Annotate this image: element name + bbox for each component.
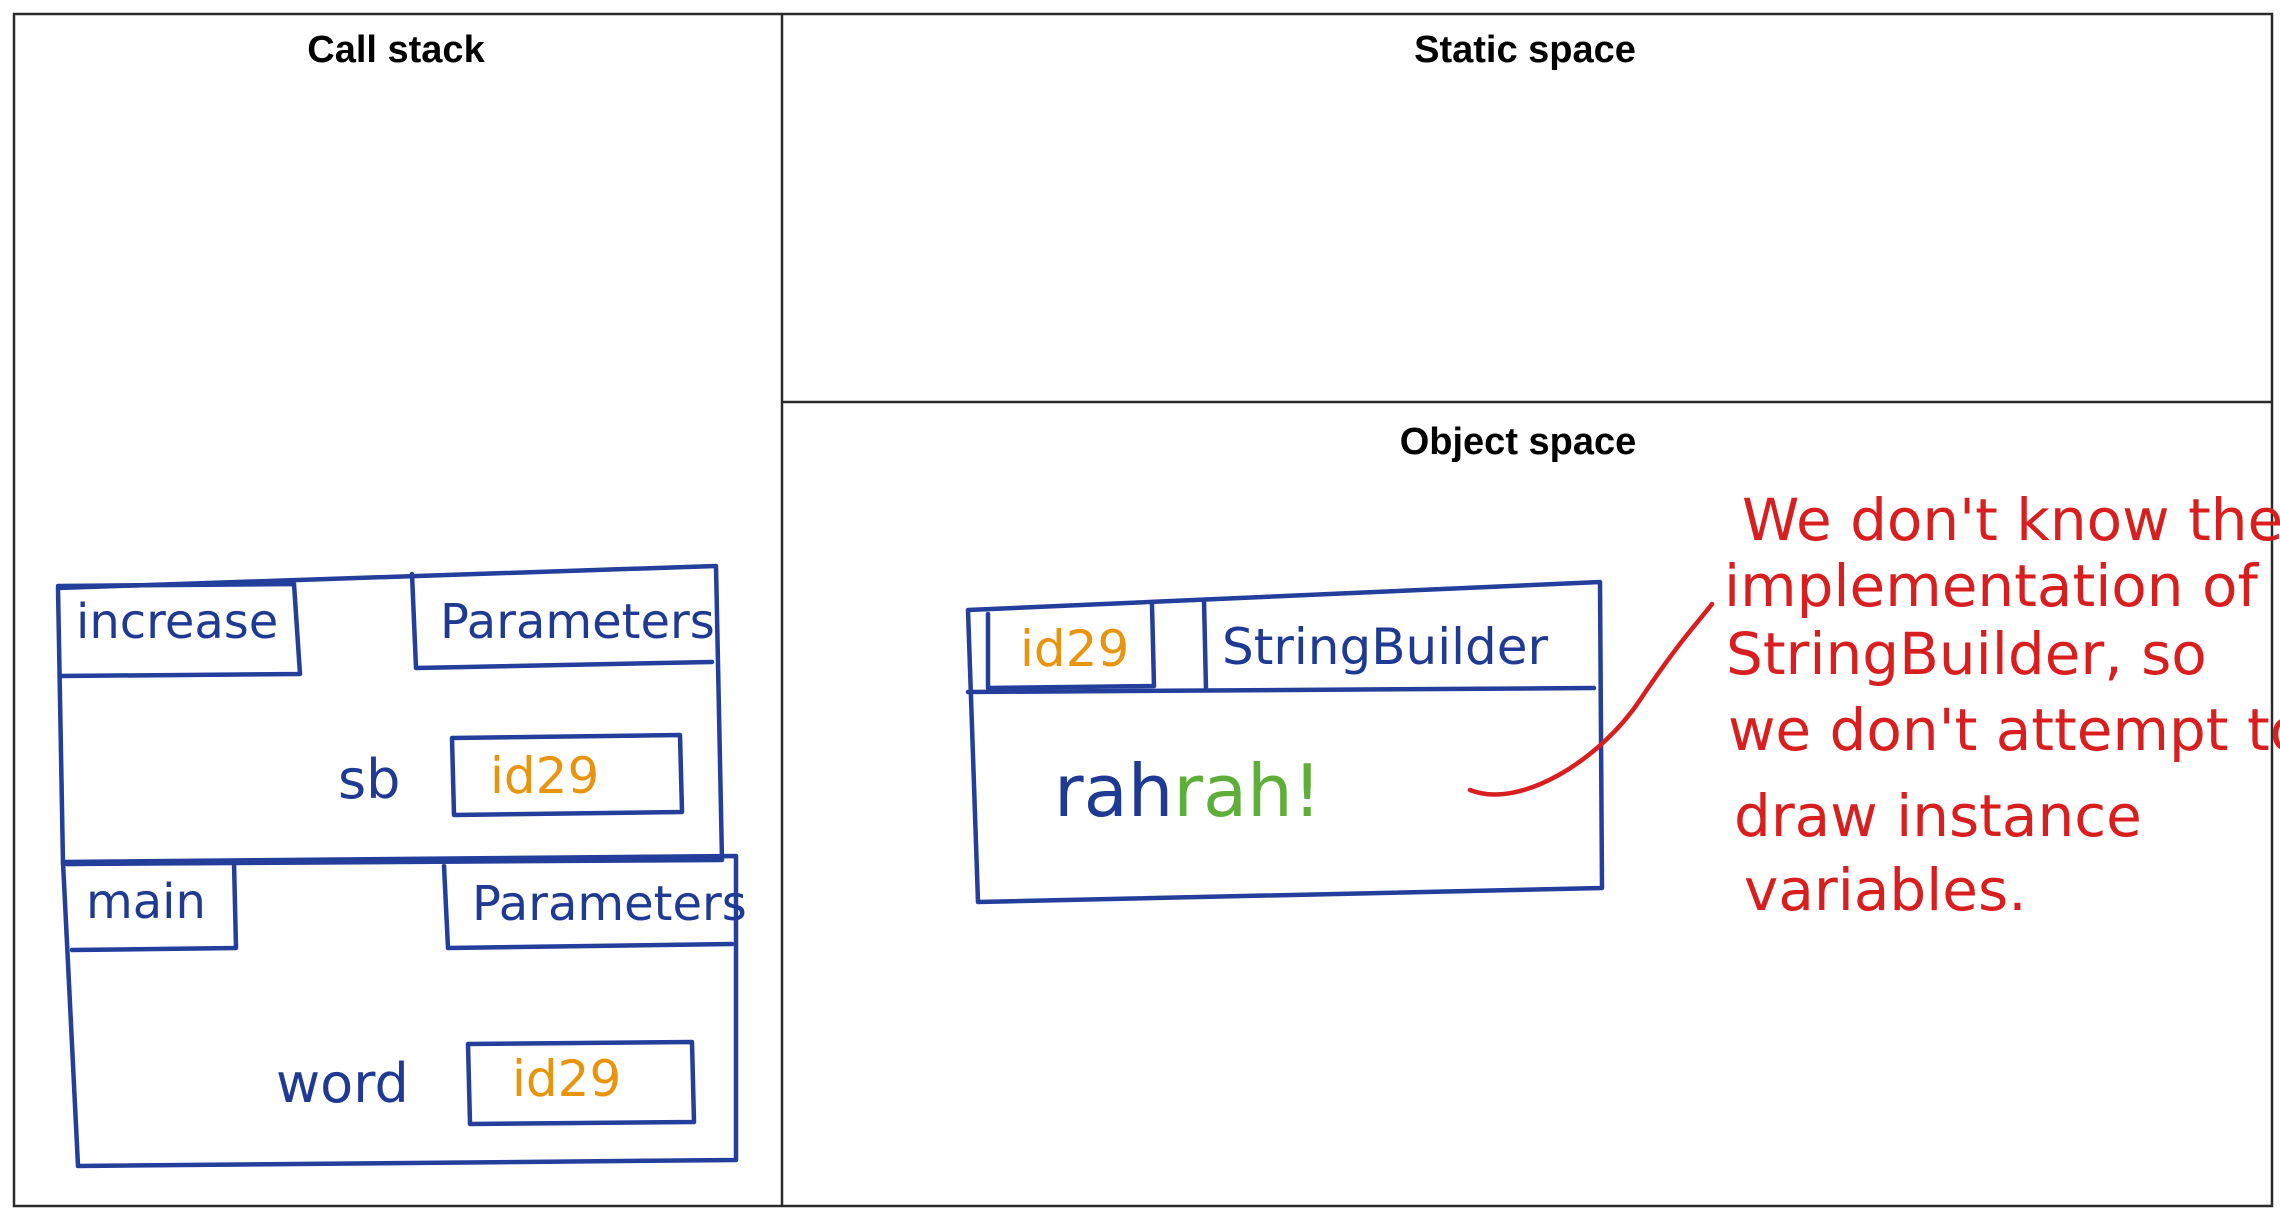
object-id-tab — [985, 601, 1157, 691]
params-label: Parameters — [440, 594, 715, 650]
value-box — [449, 732, 685, 818]
variable-value: id29 — [490, 747, 599, 805]
variable-value: id29 — [512, 1050, 621, 1108]
value-box — [465, 1039, 697, 1127]
contents-part-2: rah — [1173, 749, 1292, 833]
annotation-line-2: implementation of — [1724, 552, 2259, 620]
annotation-pointer — [1467, 601, 1715, 797]
contents-part-3: ! — [1293, 749, 1322, 833]
call-stack-heading: Call stack — [307, 29, 485, 71]
object-id: id29 — [1020, 620, 1129, 678]
annotation-line-4: we don't attempt to — [1728, 696, 2280, 764]
variable-name: word — [276, 1052, 409, 1115]
params-tab — [409, 571, 715, 671]
stack-frame-increase: increase Parameters sb id29 — [55, 563, 725, 867]
method-tab — [55, 581, 303, 679]
annotation-line-3: StringBuilder, so — [1726, 620, 2207, 688]
panel-grid — [12, 12, 2274, 1208]
object-id29: id29 StringBuilder rahrah! — [965, 579, 1605, 905]
object-type: StringBuilder — [1222, 618, 1548, 676]
annotation-note: We don't know the implementation of Stri… — [1467, 486, 2280, 924]
params-tab — [441, 863, 735, 951]
annotation-line-5: draw instance — [1734, 782, 2142, 850]
frame-box — [60, 853, 739, 1169]
params-label: Parameters — [472, 876, 747, 932]
variable-name: sb — [338, 748, 400, 811]
static-space-heading: Static space — [1414, 29, 1636, 71]
object-type-divider — [1201, 597, 1209, 693]
object-header-line — [965, 685, 1597, 695]
annotation-line-1: We don't know the — [1742, 486, 2280, 554]
object-contents: rahrah! — [1054, 749, 1322, 833]
method-name: main — [86, 874, 206, 930]
method-tab — [65, 859, 239, 953]
stack-frame-main: main Parameters word id29 — [60, 853, 747, 1169]
object-space-heading: Object space — [1400, 421, 1637, 463]
object-box — [965, 579, 1605, 905]
method-name: increase — [76, 594, 278, 650]
annotation-line-6: variables. — [1744, 856, 2027, 924]
contents-part-1: rah — [1054, 749, 1173, 833]
annotation-text: We don't know the implementation of Stri… — [1724, 486, 2280, 924]
frame-box — [55, 563, 725, 867]
outer-border — [12, 12, 2274, 1208]
